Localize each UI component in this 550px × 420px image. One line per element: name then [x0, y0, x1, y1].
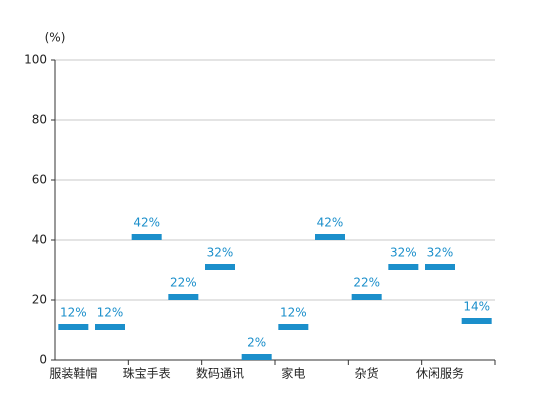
value-label: 22%: [353, 276, 380, 290]
value-label: 12%: [97, 306, 124, 320]
x-tick-label: 服装鞋帽: [49, 366, 97, 381]
marker-bar: [168, 294, 199, 300]
y-unit: (%): [45, 31, 66, 45]
marker-bar: [461, 318, 492, 324]
marker-bar: [351, 294, 382, 300]
y-tick-label: 60: [32, 173, 47, 187]
marker-bar: [388, 264, 419, 270]
marker-bar: [315, 234, 345, 240]
x-tick-label: 数码通讯: [196, 366, 244, 381]
value-label: 12%: [60, 306, 87, 320]
marker-bar: [425, 264, 455, 270]
value-label: 22%: [170, 276, 197, 290]
y-tick-label: 20: [32, 293, 47, 307]
value-label: 42%: [317, 216, 344, 230]
value-label: 2%: [247, 336, 266, 350]
marker-bar: [241, 354, 272, 360]
marker-bar: [278, 324, 309, 330]
marker-bar: [95, 324, 125, 330]
marker-bar: [131, 234, 162, 240]
value-label: 32%: [390, 246, 417, 260]
y-tick-label: 80: [32, 113, 47, 127]
value-label: 32%: [207, 246, 234, 260]
x-tick-label: 家电: [281, 366, 305, 381]
x-tick-label: 休闲服务: [416, 366, 464, 381]
y-tick-label: 0: [39, 353, 47, 367]
x-tick-label: 杂货: [355, 366, 379, 381]
value-label: 12%: [280, 306, 307, 320]
marker-bar: [205, 264, 235, 270]
marker-bar: [58, 324, 89, 330]
y-tick-label: 100: [24, 53, 47, 67]
value-label: 14%: [463, 300, 490, 314]
value-label: 32%: [427, 246, 454, 260]
value-label: 42%: [133, 216, 160, 230]
y-tick-label: 40: [32, 233, 47, 247]
x-tick-label: 珠宝手表: [123, 367, 171, 381]
